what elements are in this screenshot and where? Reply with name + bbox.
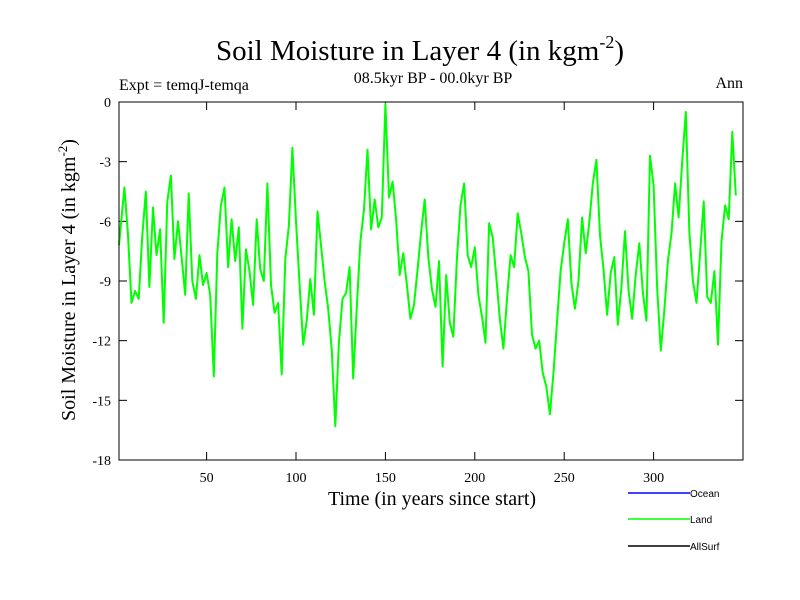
chart-title-superscript: -2 [599, 32, 614, 52]
legend-label-land: Land [690, 515, 712, 526]
season-label: Ann [715, 75, 743, 92]
legend-label-allsurf: AllSurf [690, 542, 720, 553]
y-tick-label: -9 [99, 275, 111, 290]
legend: Ocean Land AllSurf [628, 489, 720, 553]
x-tick-label: 200 [464, 471, 485, 486]
y-axis-label-main: Soil Moisture in Layer 4 (in kgm [58, 156, 80, 421]
x-tick-label: 100 [286, 471, 307, 486]
data-series [118, 103, 737, 428]
chart-title-main: Soil Moisture in Layer 4 (in kgm [216, 35, 600, 67]
x-tick-label: 150 [375, 471, 396, 486]
y-tick-label: -15 [92, 394, 111, 409]
chart-title-close: ) [614, 35, 624, 67]
y-axis-label-superscript: -2 [55, 146, 70, 157]
y-tick-label: -18 [92, 454, 111, 469]
y-tick-label: -6 [99, 215, 111, 230]
y-axis-label: Soil Moisture in Layer 4 (in kgm-2) [55, 139, 80, 421]
x-tick-label: 300 [643, 471, 664, 486]
series-line-land [118, 103, 737, 428]
chart-title: Soil Moisture in Layer 4 (in kgm-2) [216, 32, 624, 67]
plot-frame [118, 101, 744, 461]
legend-label-ocean: Ocean [690, 489, 719, 500]
experiment-label: Expt = temqJ-temqa [119, 77, 249, 94]
chart-subtitle: 08.5kyr BP - 00.0kyr BP [354, 70, 513, 87]
x-tick-label: 250 [554, 471, 575, 486]
axis-ticks: 50 100 150 200 250 300 0 -3 -6 -9 -12 -15 -18 [92, 96, 743, 486]
y-tick-label: -3 [99, 156, 111, 171]
y-axis-label-close: ) [58, 139, 80, 146]
x-axis-label: Time (in years since start) [328, 488, 536, 510]
y-tick-label: -12 [92, 335, 111, 350]
y-tick-label: 0 [104, 96, 111, 111]
x-tick-label: 50 [200, 471, 214, 486]
